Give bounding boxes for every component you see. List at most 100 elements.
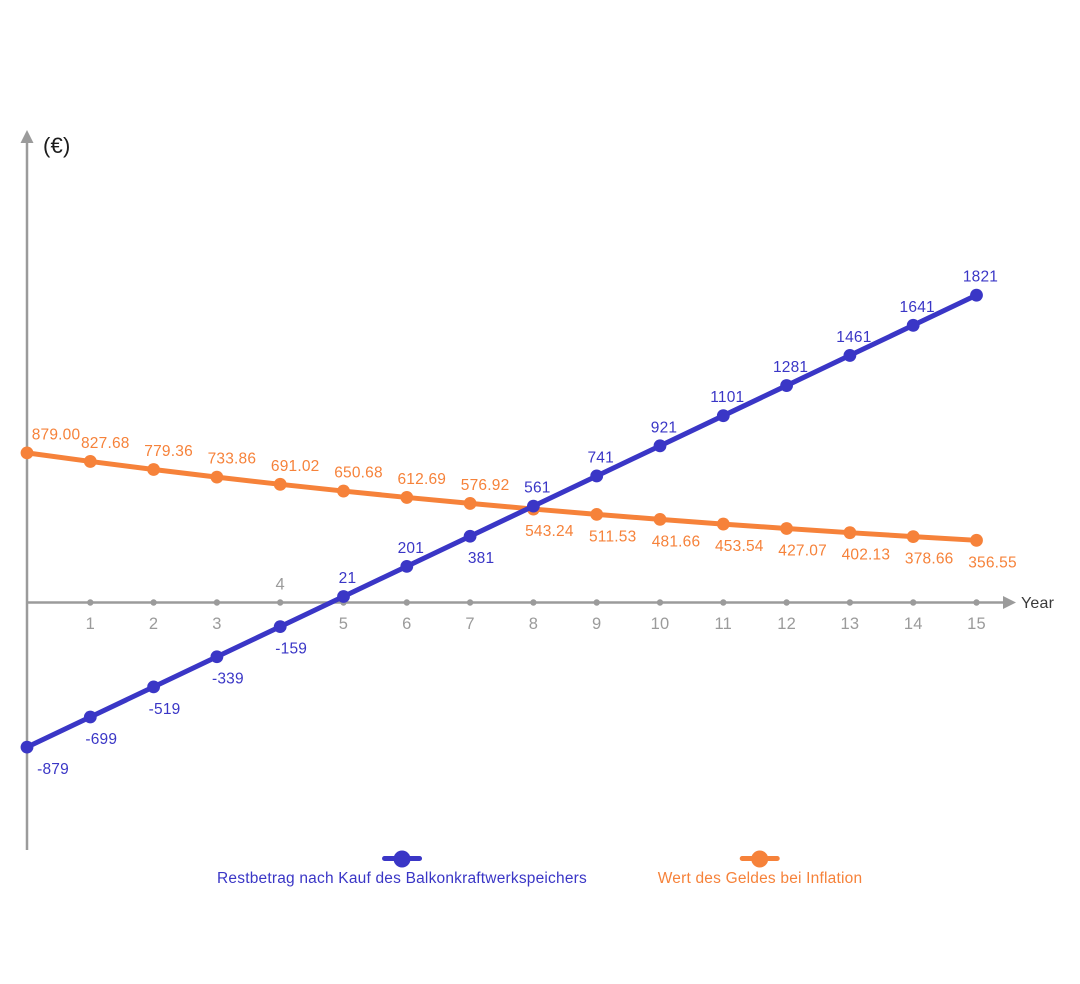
legend-marker-line [382,850,422,867]
data-point-label: 378.66 [905,551,954,568]
legend-item-inflation[interactable]: Wert des Geldes bei Inflation [657,850,863,888]
x-tick-label: 4 [276,576,285,594]
data-point-label: 741 [587,449,613,466]
data-point [653,439,667,453]
x-tick-label: 5 [339,615,348,633]
data-point [337,484,350,498]
y-axis-arrow-icon [20,130,34,143]
data-point-label: 612.69 [397,471,446,488]
x-tick-dot [277,599,284,606]
data-point-label: 576.92 [461,477,510,494]
data-point-label: -519 [149,701,181,718]
x-tick-dot [593,599,600,606]
x-tick-dot [213,599,221,606]
data-point-label: -339 [212,671,244,688]
data-point [527,499,540,513]
data-point [210,650,224,664]
data-point [716,409,730,423]
data-point [337,590,350,603]
x-tick-dot [87,599,94,606]
legend-item-restbetrag[interactable]: Restbetrag nach Kauf des Balkonkraftwerk… [217,850,587,888]
x-tick-dot [466,599,474,606]
data-point-label: 561 [524,480,550,497]
data-point [970,533,983,547]
data-point [780,379,793,392]
x-tick-label: 12 [777,615,796,633]
chart-canvas: 1 2 345 6 7 8 9 10 11 12 13 14 15Year(€)879.00827.68… [20,130,1055,851]
x-tick-dot [910,599,917,606]
x-tick-dot [150,599,157,606]
data-point [843,526,857,540]
data-point [20,740,34,754]
data-point [590,469,604,483]
data-point [400,491,414,504]
data-point-label: 879.00 [32,426,81,443]
x-tick-label: 2 [149,615,158,633]
data-point-label: 427.07 [778,543,827,560]
data-point-label: 356.55 [968,554,1017,571]
data-point [716,517,730,531]
legend-marker-dot-icon [751,850,769,867]
series-line [24,292,979,750]
data-point-label: 1281 [773,359,808,376]
data-point [906,530,920,544]
x-tick-dot [403,599,410,606]
data-point [653,512,667,526]
x-tick-label: 10 [651,615,670,633]
x-tick-label: 1 [86,615,95,633]
data-point-label: 1461 [836,329,871,346]
data-point-label: 453.54 [715,538,764,555]
x-tick-dot [973,599,980,606]
x-tick-label: 15 [967,615,986,633]
data-point [83,455,97,468]
data-point [590,507,604,521]
data-point-label: -879 [37,761,69,778]
data-point [400,559,414,573]
data-point [463,497,477,510]
x-tick-dot [530,599,537,606]
data-point [20,446,34,460]
data-point [210,470,224,484]
x-tick-label: 7 [465,615,474,633]
data-point [147,680,161,694]
data-point-label: 733.86 [208,451,257,468]
legend-marker-line [739,850,780,867]
data-point-label: 691.02 [271,458,320,475]
data-point-label: 779.36 [144,443,193,460]
data-point [780,522,793,535]
data-point-label: 1101 [710,389,744,406]
data-point-label: 481.66 [652,533,701,550]
line-chart: 1 2 3 4 5 6 7 8 9 10 11 12 13 14 15 Year (€) 879.00 827.68… [20,130,1055,851]
data-point-label: 511.53 [589,528,636,545]
data-point [463,529,477,543]
data-point-label: 21 [339,570,357,587]
data-point [273,477,287,491]
series-line [24,450,979,543]
data-point [83,710,97,724]
x-tick-label: 3 [212,615,221,633]
x-tick-dot [720,599,727,606]
data-point-label: 381 [468,550,494,567]
x-tick-label: 13 [841,615,860,633]
data-point [970,288,983,302]
data-point-label: 201 [398,540,424,557]
data-point [273,620,287,634]
x-tick-label: 14 [904,615,923,633]
x-tick-label: 11 [715,615,733,633]
data-point [843,349,857,362]
legend-marker-dot-icon [393,850,411,867]
x-tick-label: 8 [529,615,538,633]
x-tick-label: 6 [402,615,411,633]
y-axis-title: (€) [43,133,71,158]
data-point-label: -159 [275,641,307,658]
data-point-label: 650.68 [334,465,383,482]
x-axis-title: Year [1021,595,1055,612]
data-point-label: -699 [85,731,117,748]
data-point-label: 921 [651,419,677,436]
data-point [147,463,161,476]
x-axis-arrow-icon [1003,596,1016,609]
data-point [906,318,920,332]
legend-label-restbetrag: Restbetrag nach Kauf des Balkonkraftwerk… [217,870,587,887]
legend-label-inflation: Wert des Geldes bei Inflation [657,870,863,887]
x-tick-dot [656,599,664,606]
